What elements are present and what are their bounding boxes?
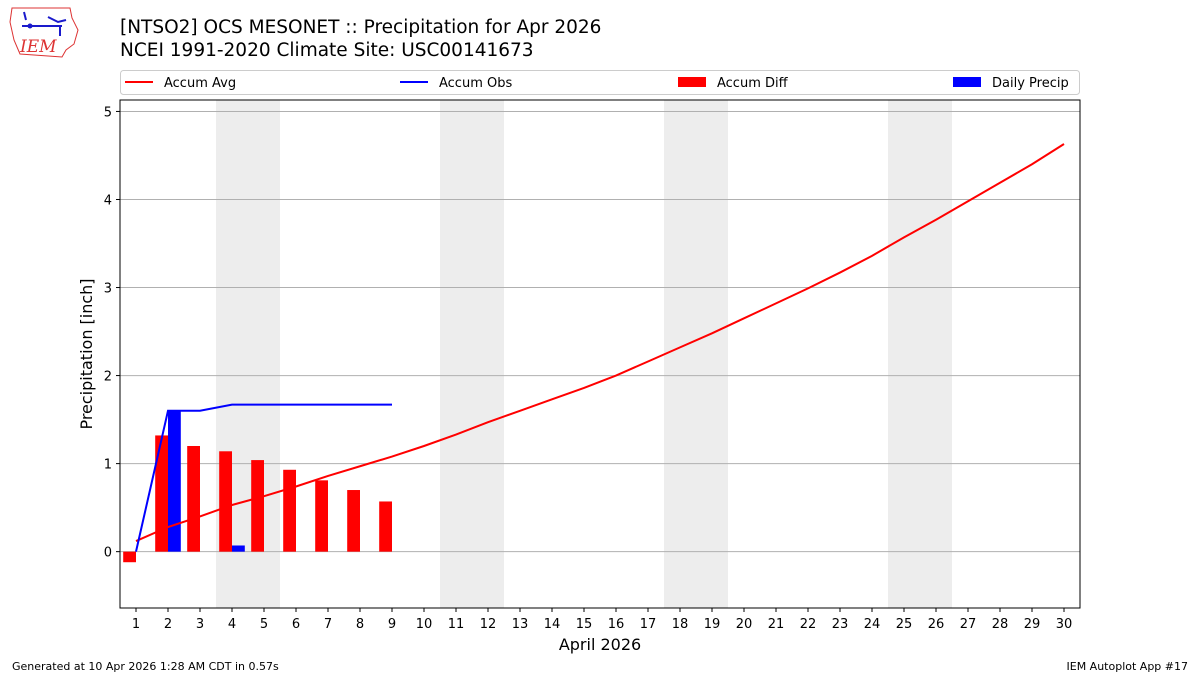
bar-accum-diff bbox=[187, 446, 200, 552]
x-tick-label: 2 bbox=[164, 617, 172, 632]
x-tick-label: 25 bbox=[896, 617, 913, 632]
logo-text: IEM bbox=[19, 37, 57, 57]
chart-title: [NTSO2] OCS MESONET :: Precipitation for… bbox=[120, 17, 602, 38]
plot-frame bbox=[119, 99, 1081, 609]
x-tick-label: 3 bbox=[196, 617, 204, 632]
line-accum-obs bbox=[135, 403, 392, 552]
x-tick-label: 20 bbox=[736, 617, 753, 632]
x-tick-label: 8 bbox=[356, 617, 364, 632]
x-tick-label: 22 bbox=[800, 617, 817, 632]
x-tick-label: 13 bbox=[512, 617, 529, 632]
bar-accum-diff bbox=[155, 435, 168, 552]
legend-box bbox=[120, 70, 1080, 95]
x-tick-label: 21 bbox=[768, 617, 785, 632]
x-tick-label: 6 bbox=[292, 617, 300, 632]
x-tick-label: 16 bbox=[608, 617, 625, 632]
legend-label: Accum Avg bbox=[164, 76, 236, 91]
x-tick-label: 30 bbox=[1056, 617, 1073, 632]
x-tick-label: 7 bbox=[324, 617, 332, 632]
x-tick-label: 12 bbox=[480, 617, 497, 632]
x-tick-label: 19 bbox=[704, 617, 721, 632]
bar-accum-diff bbox=[219, 451, 232, 552]
legend-label: Daily Precip bbox=[992, 76, 1069, 91]
y-axis-label: Precipitation [inch] bbox=[77, 278, 96, 429]
x-tick-label: 11 bbox=[448, 617, 465, 632]
line-accum-avg bbox=[135, 143, 1065, 543]
weekend-shade bbox=[888, 100, 952, 608]
x-tick-label: 29 bbox=[1024, 617, 1041, 632]
bar-accum-diff bbox=[251, 460, 264, 552]
y-tick-label: 3 bbox=[104, 282, 112, 297]
x-tick-label: 9 bbox=[388, 617, 396, 632]
legend: Accum Avg Accum Obs Accum Diff Daily Precip bbox=[120, 70, 1080, 95]
x-tick-label: 24 bbox=[864, 617, 881, 632]
bar-accum-diff bbox=[283, 469, 296, 552]
x-tick-label: 17 bbox=[640, 617, 657, 632]
x-tick-label: 27 bbox=[960, 617, 977, 632]
legend-swatch-3 bbox=[953, 77, 981, 87]
iem-logo: IEM bbox=[9, 7, 79, 58]
y-tick-label: 4 bbox=[104, 193, 112, 208]
y-tick-label: 1 bbox=[104, 458, 112, 473]
y-tick-label: 0 bbox=[104, 546, 112, 561]
legend-label: Accum Obs bbox=[439, 76, 512, 91]
bar-accum-diff bbox=[123, 551, 136, 563]
y-tick-label: 5 bbox=[104, 105, 112, 120]
x-tick-label: 15 bbox=[576, 617, 593, 632]
bar-accum-diff bbox=[347, 490, 360, 552]
bar-accum-diff bbox=[315, 480, 328, 552]
x-tick-label: 4 bbox=[228, 617, 236, 632]
app-label: IEM Autoplot App #17 bbox=[1066, 660, 1189, 673]
generated-timestamp: Generated at 10 Apr 2026 1:28 AM CDT in … bbox=[12, 660, 279, 673]
bar-accum-diff bbox=[379, 501, 392, 552]
y-tick-label: 2 bbox=[104, 370, 112, 385]
x-axis-label: April 2026 bbox=[559, 635, 641, 654]
weekend-shade bbox=[664, 100, 728, 608]
x-tick-label: 1 bbox=[132, 617, 140, 632]
x-tick-label: 23 bbox=[832, 617, 849, 632]
x-tick-label: 5 bbox=[260, 617, 268, 632]
x-tick-label: 10 bbox=[416, 617, 433, 632]
x-tick-label: 14 bbox=[544, 617, 561, 632]
x-tick-label: 18 bbox=[672, 617, 689, 632]
x-tick-label: 28 bbox=[992, 617, 1009, 632]
bar-daily-precip bbox=[168, 410, 181, 552]
bar-daily-precip bbox=[232, 545, 245, 552]
weekend-shade bbox=[440, 100, 504, 608]
legend-label: Accum Diff bbox=[717, 76, 789, 91]
x-tick-label: 26 bbox=[928, 617, 945, 632]
legend-swatch-2 bbox=[678, 77, 706, 87]
chart-subtitle: NCEI 1991-2020 Climate Site: USC00141673 bbox=[120, 40, 534, 61]
